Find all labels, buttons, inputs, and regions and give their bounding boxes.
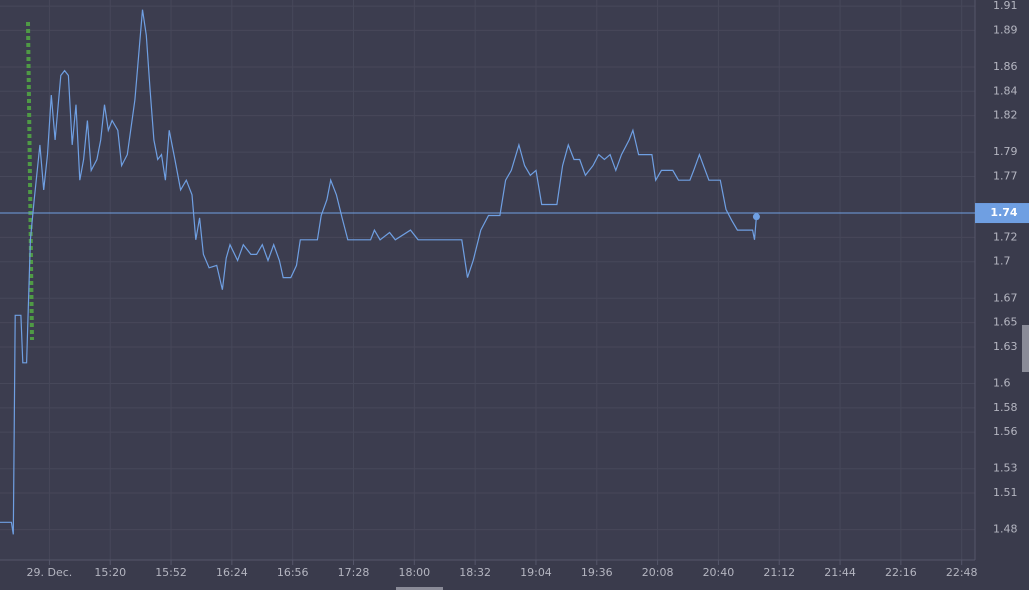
side-tab[interactable] — [1022, 325, 1029, 372]
y-tick-label: 1.7 — [993, 255, 1011, 268]
x-tick-label: 20:08 — [642, 566, 674, 579]
y-tick-label: 1.72 — [993, 230, 1018, 243]
x-tick-label: 19:36 — [581, 566, 613, 579]
x-tick-label: 16:56 — [277, 566, 309, 579]
y-tick-label: 1.48 — [993, 523, 1018, 536]
y-tick-label: 1.89 — [993, 23, 1018, 36]
scrollbar[interactable] — [396, 587, 443, 590]
x-tick-label: 15:20 — [94, 566, 126, 579]
y-tick-label: 1.65 — [993, 316, 1018, 329]
x-tick-label: 18:32 — [459, 566, 491, 579]
y-tick-label: 1.77 — [993, 170, 1018, 183]
y-tick-label: 1.56 — [993, 425, 1018, 438]
x-tick-label: 15:52 — [155, 566, 187, 579]
plot-area — [0, 0, 975, 560]
last-point — [752, 213, 760, 221]
x-tick-label: 18:00 — [398, 566, 430, 579]
price-line — [0, 9, 757, 535]
x-tick-label: 22:48 — [946, 566, 978, 579]
y-tick-label: 1.91 — [993, 0, 1018, 12]
current-price-box — [975, 203, 1029, 224]
y-tick-label: 1.51 — [993, 486, 1018, 499]
x-tick-label: 20:40 — [703, 566, 735, 579]
x-tick-label: 17:28 — [338, 566, 370, 579]
y-tick-label: 1.86 — [993, 60, 1018, 73]
x-tick-label: 19:04 — [520, 566, 552, 579]
x-tick-label: 16:24 — [216, 566, 248, 579]
grid — [0, 0, 975, 560]
current-price-label: 1.74 — [990, 206, 1017, 219]
y-tick-label: 1.6 — [993, 376, 1011, 389]
x-tick-label: 29. Dec. — [27, 566, 73, 579]
y-tick-label: 1.58 — [993, 401, 1018, 414]
y-tick-label: 1.84 — [993, 84, 1018, 97]
x-tick-label: 21:12 — [763, 566, 795, 579]
y-tick-label: 1.82 — [993, 109, 1018, 122]
y-tick-label: 1.67 — [993, 291, 1018, 304]
x-tick-label: 21:44 — [824, 566, 856, 579]
y-tick-label: 1.53 — [993, 462, 1018, 475]
y-tick-label: 1.79 — [993, 145, 1018, 158]
y-tick-label: 1.63 — [993, 340, 1018, 353]
x-tick-label: 22:16 — [885, 566, 917, 579]
